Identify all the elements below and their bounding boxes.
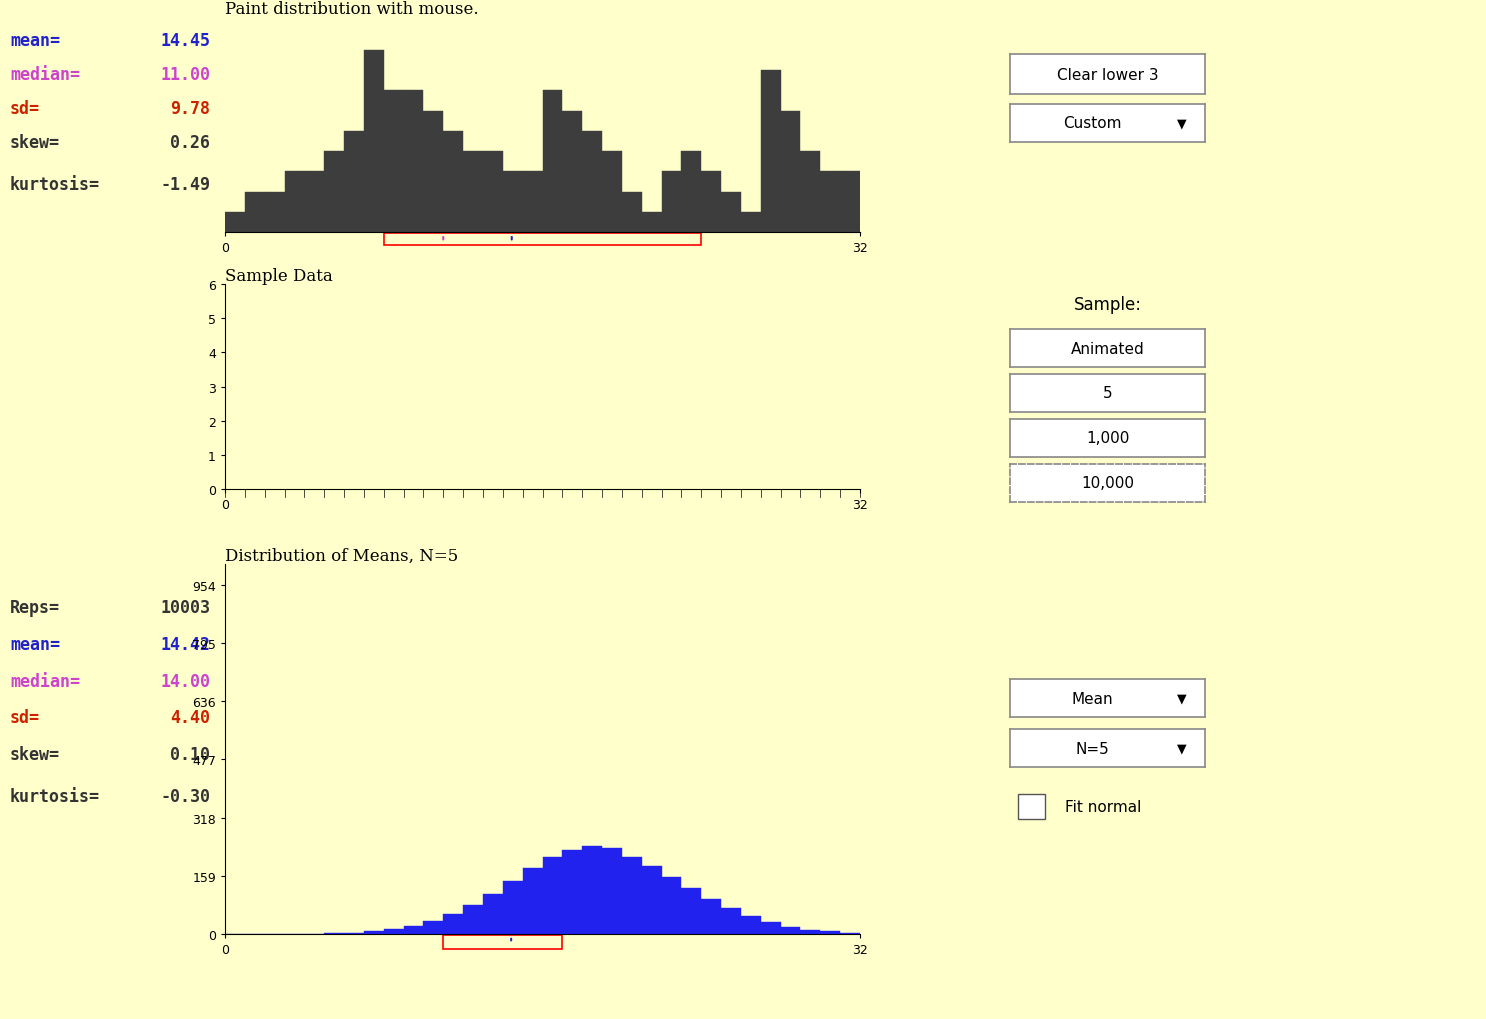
Text: kurtosis=: kurtosis=: [10, 176, 100, 194]
Text: Custom: Custom: [1062, 116, 1120, 131]
Bar: [621, 857, 642, 934]
Bar: [383, 91, 404, 232]
Bar: [820, 931, 840, 934]
Bar: [364, 51, 383, 232]
Bar: [245, 193, 265, 232]
Bar: [523, 868, 542, 934]
Bar: [562, 850, 583, 934]
Bar: [502, 881, 523, 934]
Bar: [404, 91, 424, 232]
Text: Clear lower 3: Clear lower 3: [1057, 67, 1158, 83]
Text: ▼: ▼: [1177, 117, 1186, 130]
Bar: [661, 877, 682, 934]
Bar: [345, 131, 364, 232]
Text: 0.26: 0.26: [169, 135, 210, 152]
Bar: [761, 922, 780, 934]
Bar: [820, 172, 840, 232]
Text: Paint distribution with mouse.: Paint distribution with mouse.: [224, 1, 478, 17]
Text: sd=: sd=: [10, 100, 40, 118]
Bar: [583, 846, 602, 934]
Text: mean=: mean=: [10, 635, 59, 653]
Bar: [364, 931, 383, 934]
Bar: [721, 193, 742, 232]
Text: 4.40: 4.40: [169, 708, 210, 727]
Bar: [562, 111, 583, 232]
Bar: [443, 914, 464, 934]
Bar: [642, 213, 661, 232]
Text: -1.49: -1.49: [160, 176, 210, 194]
Text: Sample Data: Sample Data: [224, 268, 333, 284]
Text: mean=: mean=: [10, 32, 59, 50]
Bar: [780, 926, 801, 934]
Text: kurtosis=: kurtosis=: [10, 787, 100, 805]
Bar: [483, 152, 502, 232]
Bar: [602, 848, 621, 934]
Text: 0.10: 0.10: [169, 746, 210, 763]
Bar: [443, 131, 464, 232]
FancyBboxPatch shape: [1018, 795, 1045, 819]
Bar: [443, 935, 562, 949]
Text: ▼: ▼: [1177, 692, 1186, 705]
Bar: [761, 71, 780, 232]
Bar: [721, 909, 742, 934]
Bar: [542, 91, 562, 232]
Bar: [265, 193, 284, 232]
Bar: [840, 933, 860, 934]
Text: N=5: N=5: [1074, 741, 1109, 756]
Text: 14.00: 14.00: [160, 672, 210, 690]
Bar: [502, 172, 523, 232]
Text: median=: median=: [10, 672, 80, 690]
Text: 14.45: 14.45: [160, 32, 210, 50]
Bar: [483, 894, 502, 934]
Text: Sample:: Sample:: [1073, 296, 1141, 314]
Bar: [801, 152, 820, 232]
Text: 14.42: 14.42: [160, 635, 210, 653]
Text: Fit normal: Fit normal: [1064, 799, 1141, 814]
Bar: [383, 929, 404, 934]
Bar: [682, 889, 701, 934]
Text: sd=: sd=: [10, 708, 40, 727]
Text: 11.00: 11.00: [160, 66, 210, 84]
Text: 10003: 10003: [160, 598, 210, 616]
Bar: [701, 172, 721, 232]
Text: -0.30: -0.30: [160, 787, 210, 805]
Text: Animated: Animated: [1070, 341, 1144, 357]
Text: 5: 5: [1103, 386, 1113, 401]
Bar: [324, 152, 345, 232]
Bar: [642, 866, 661, 934]
Bar: [661, 172, 682, 232]
Bar: [542, 857, 562, 934]
Text: skew=: skew=: [10, 746, 59, 763]
Bar: [224, 213, 245, 232]
Bar: [742, 213, 761, 232]
Bar: [602, 152, 621, 232]
Bar: [621, 193, 642, 232]
Bar: [383, 233, 701, 246]
Text: 1,000: 1,000: [1086, 431, 1129, 446]
Text: ▼: ▼: [1177, 742, 1186, 755]
Bar: [583, 131, 602, 232]
Bar: [742, 916, 761, 934]
Bar: [345, 932, 364, 934]
Text: skew=: skew=: [10, 135, 59, 152]
Text: median=: median=: [10, 66, 80, 84]
Text: Mean: Mean: [1071, 691, 1113, 706]
Bar: [305, 172, 324, 232]
Bar: [404, 926, 424, 934]
Bar: [523, 172, 542, 232]
Text: 10,000: 10,000: [1080, 476, 1134, 491]
Bar: [464, 905, 483, 934]
Bar: [424, 921, 443, 934]
Text: Reps=: Reps=: [10, 598, 59, 616]
Bar: [780, 111, 801, 232]
Text: 9.78: 9.78: [169, 100, 210, 118]
Bar: [801, 929, 820, 934]
Bar: [424, 111, 443, 232]
Bar: [701, 900, 721, 934]
Bar: [464, 152, 483, 232]
Bar: [840, 172, 860, 232]
Bar: [682, 152, 701, 232]
Text: Distribution of Means, N=5: Distribution of Means, N=5: [224, 547, 458, 565]
Bar: [284, 172, 305, 232]
